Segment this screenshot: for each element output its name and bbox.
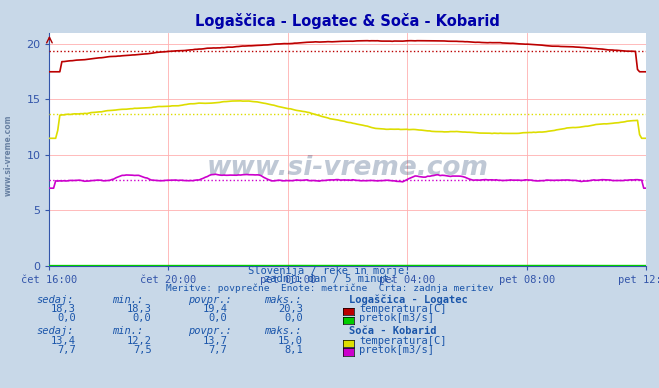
- Text: 7,7: 7,7: [209, 345, 227, 355]
- Text: temperatura[C]: temperatura[C]: [359, 336, 447, 346]
- Text: 13,4: 13,4: [51, 336, 76, 346]
- Text: sedaj:: sedaj:: [36, 294, 74, 305]
- Text: 0,0: 0,0: [133, 313, 152, 323]
- Text: www.si-vreme.com: www.si-vreme.com: [3, 114, 13, 196]
- Text: 20,3: 20,3: [278, 304, 303, 314]
- Text: maks.:: maks.:: [264, 326, 301, 336]
- Text: 0,0: 0,0: [285, 313, 303, 323]
- Text: povpr.:: povpr.:: [188, 294, 231, 305]
- Text: Slovenija / reke in morje.: Slovenija / reke in morje.: [248, 265, 411, 275]
- Text: 19,4: 19,4: [202, 304, 227, 314]
- Text: 15,0: 15,0: [278, 336, 303, 346]
- Text: 18,3: 18,3: [51, 304, 76, 314]
- Text: 13,7: 13,7: [202, 336, 227, 346]
- Title: Logaščica - Logatec & Soča - Kobarid: Logaščica - Logatec & Soča - Kobarid: [195, 13, 500, 29]
- Text: povpr.:: povpr.:: [188, 326, 231, 336]
- Text: min.:: min.:: [112, 294, 143, 305]
- Text: pretok[m3/s]: pretok[m3/s]: [359, 313, 434, 323]
- Text: maks.:: maks.:: [264, 294, 301, 305]
- Text: 0,0: 0,0: [209, 313, 227, 323]
- Text: 12,2: 12,2: [127, 336, 152, 346]
- Text: sedaj:: sedaj:: [36, 326, 74, 336]
- Text: 0,0: 0,0: [57, 313, 76, 323]
- Text: 7,7: 7,7: [57, 345, 76, 355]
- Text: www.si-vreme.com: www.si-vreme.com: [207, 155, 488, 181]
- Text: Meritve: povprečne  Enote: metrične  Črta: zadnja meritev: Meritve: povprečne Enote: metrične Črta:…: [165, 282, 494, 293]
- Text: zadnji dan / 5 minut.: zadnji dan / 5 minut.: [264, 274, 395, 284]
- Text: pretok[m3/s]: pretok[m3/s]: [359, 345, 434, 355]
- Text: Soča - Kobarid: Soča - Kobarid: [349, 326, 437, 336]
- Text: 8,1: 8,1: [285, 345, 303, 355]
- Text: temperatura[C]: temperatura[C]: [359, 304, 447, 314]
- Text: 18,3: 18,3: [127, 304, 152, 314]
- Text: Logaščica - Logatec: Logaščica - Logatec: [349, 294, 468, 305]
- Text: 7,5: 7,5: [133, 345, 152, 355]
- Text: min.:: min.:: [112, 326, 143, 336]
